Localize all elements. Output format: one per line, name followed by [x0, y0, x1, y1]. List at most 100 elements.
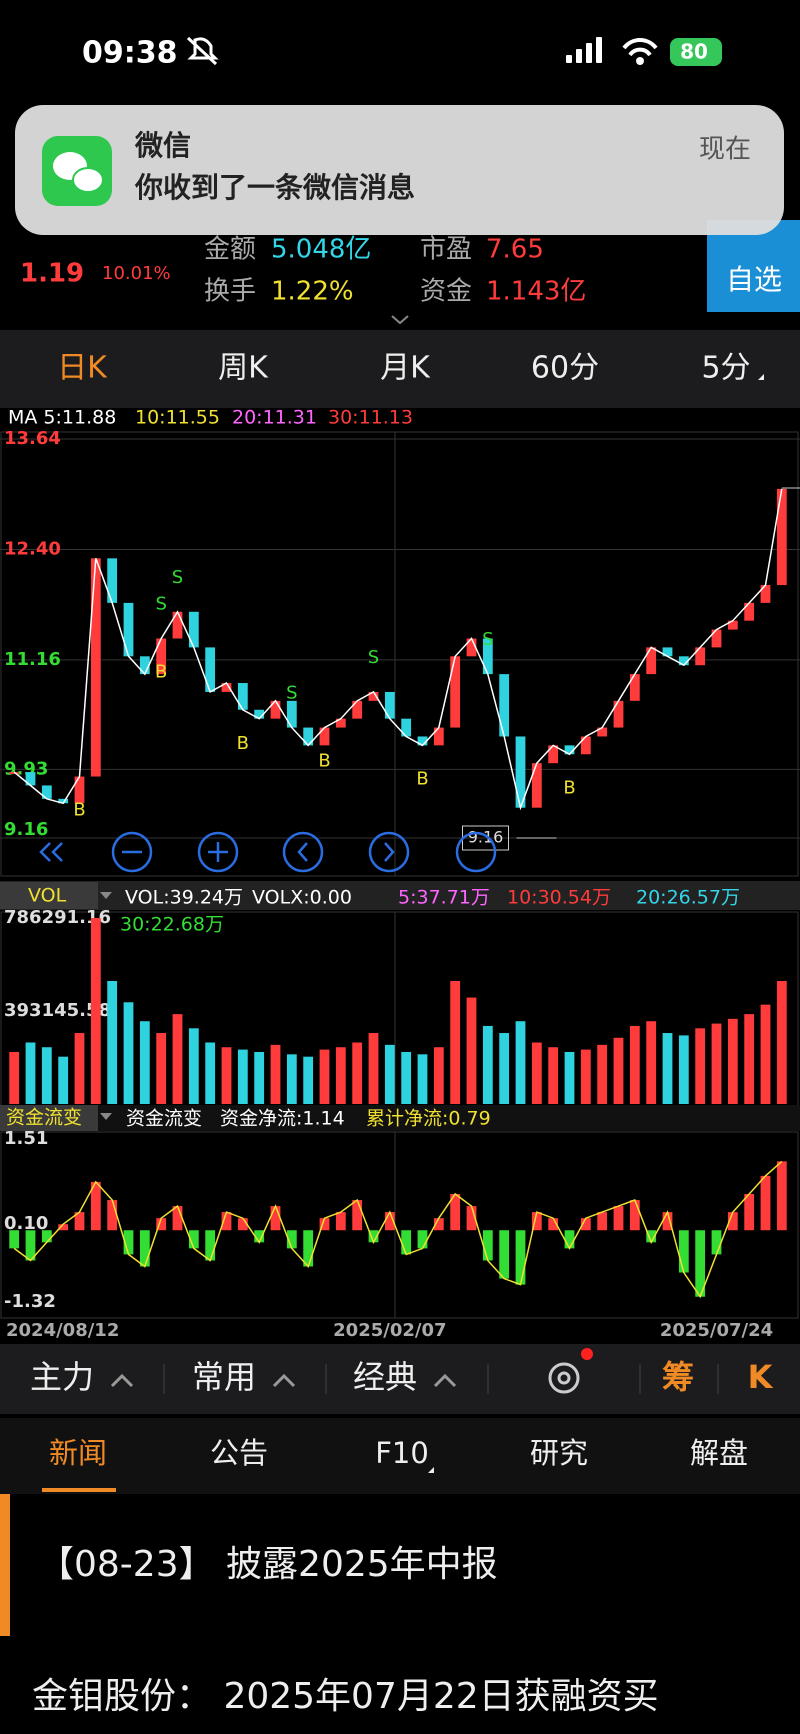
- flow-bar: [25, 1230, 36, 1261]
- volume-bar: [629, 1025, 640, 1104]
- news-tab[interactable]: F10: [375, 1436, 429, 1470]
- volume-bar: [9, 1051, 20, 1104]
- toolbar-item[interactable]: 常用: [192, 1358, 256, 1396]
- flow-bar: [254, 1230, 265, 1243]
- news-tab[interactable]: 新闻: [49, 1436, 107, 1470]
- flow-bar: [711, 1230, 722, 1255]
- news-item[interactable]: 【08-23】 披露2025年中报: [38, 1544, 498, 1585]
- battery-level: 80: [680, 40, 708, 64]
- flow-name[interactable]: 资金流变: [6, 1107, 82, 1129]
- nav-reset[interactable]: [455, 831, 497, 873]
- flow-bar: [156, 1218, 167, 1231]
- candle: [417, 736, 428, 746]
- candle: [139, 656, 150, 675]
- watch-button[interactable]: 自选: [726, 263, 782, 296]
- candle: [760, 585, 771, 603]
- candle: [531, 763, 542, 808]
- volume-bar: [401, 1051, 412, 1104]
- volume-bar: [352, 1042, 363, 1104]
- news-tab[interactable]: 解盘: [690, 1436, 748, 1470]
- y-tick-label: 393145.58: [4, 1000, 111, 1021]
- news-highlight: [0, 1494, 10, 1636]
- volume-bar: [678, 1035, 689, 1104]
- flow-bar: [188, 1230, 199, 1249]
- candle: [662, 647, 673, 657]
- period-tab[interactable]: 日K: [57, 351, 108, 386]
- flow-bar: [580, 1218, 591, 1231]
- flow-bar: [319, 1218, 330, 1231]
- candle: [548, 745, 559, 764]
- chart-nav: [39, 831, 497, 873]
- nav-left[interactable]: [282, 831, 324, 873]
- volume-bar: [237, 1049, 248, 1104]
- candle: [401, 718, 412, 737]
- flow-bar: [564, 1230, 575, 1249]
- nav-right[interactable]: [368, 831, 410, 873]
- candle: [270, 700, 281, 719]
- notification-time: 现在: [699, 135, 751, 165]
- trade-signal: B: [237, 733, 249, 754]
- expand-arrow[interactable]: [391, 315, 409, 325]
- vol-name[interactable]: VOL: [28, 885, 67, 907]
- trade-signal: B: [563, 777, 575, 798]
- candle: [613, 700, 624, 728]
- panel-frame: [0, 1131, 799, 1319]
- flow-badge: [0, 1105, 98, 1131]
- battery: [670, 38, 722, 66]
- amount-label: 金额: [204, 235, 256, 265]
- candle: [107, 558, 118, 603]
- trade-signal: S: [155, 594, 166, 615]
- news-item[interactable]: 金钼股份： 2025年07月22日获融资买: [32, 1676, 659, 1717]
- wifi-dot: [636, 57, 644, 65]
- flow-bar: [450, 1193, 461, 1231]
- candle: [303, 727, 314, 746]
- settings-icon[interactable]: [548, 1362, 580, 1394]
- candle: [744, 602, 755, 621]
- volume-bar: [254, 1051, 265, 1104]
- volume-bar: [417, 1054, 428, 1104]
- toolbar-item[interactable]: K: [748, 1358, 774, 1396]
- change: 1.19: [20, 259, 84, 289]
- volume-bar: [41, 1047, 52, 1104]
- period-tab[interactable]: 月K: [380, 351, 431, 386]
- vol-dropdown: [100, 892, 112, 899]
- period-tab[interactable]: 周K: [218, 351, 269, 386]
- period-tab[interactable]: 60分: [531, 351, 599, 386]
- news-tab-underline: [42, 1488, 116, 1492]
- flow-bar: [368, 1230, 379, 1243]
- volume-bar: [123, 1002, 134, 1104]
- vol-legend-item: 5:37.71万: [398, 887, 490, 909]
- turnover: 1.22%: [271, 277, 354, 307]
- volume-bar: [205, 1042, 216, 1104]
- notification-card[interactable]: [15, 105, 784, 235]
- flow-bar: [646, 1230, 657, 1243]
- y-tick-label: 786291.16: [4, 907, 111, 928]
- flow-bar: [695, 1230, 706, 1297]
- news-tab[interactable]: 研究: [530, 1436, 588, 1470]
- toolbar-item[interactable]: 主力: [30, 1358, 94, 1396]
- y-tick-label: 9.93: [4, 758, 48, 779]
- toolbar: 主力 常用 经典 筹 K: [30, 1358, 774, 1396]
- volume-bar: [74, 1033, 85, 1104]
- news-tab[interactable]: 公告: [210, 1436, 268, 1470]
- candle: [74, 776, 85, 804]
- quote-panel: [0, 220, 800, 328]
- nav-right-icon: [384, 842, 395, 862]
- toolbar-item[interactable]: 经典: [353, 1358, 417, 1396]
- nav-zoom-out[interactable]: [111, 831, 153, 873]
- nav-zoom-in[interactable]: [197, 831, 239, 873]
- nav-fast-back[interactable]: [39, 842, 63, 862]
- amount: 5.048亿: [271, 235, 371, 265]
- volume-bar: [270, 1044, 281, 1104]
- watch-button-bg[interactable]: [707, 220, 800, 312]
- wechat-bubble: [72, 167, 104, 193]
- toolbar-chevron: [433, 1373, 457, 1388]
- flow-bar: [515, 1230, 526, 1285]
- volume-bar: [662, 1033, 673, 1104]
- toolbar-item[interactable]: 筹: [662, 1358, 694, 1396]
- period-tab[interactable]: 5分: [701, 351, 750, 386]
- candle: [499, 674, 510, 737]
- news-tabs-bar: [0, 1418, 800, 1494]
- flow-bar: [270, 1206, 281, 1231]
